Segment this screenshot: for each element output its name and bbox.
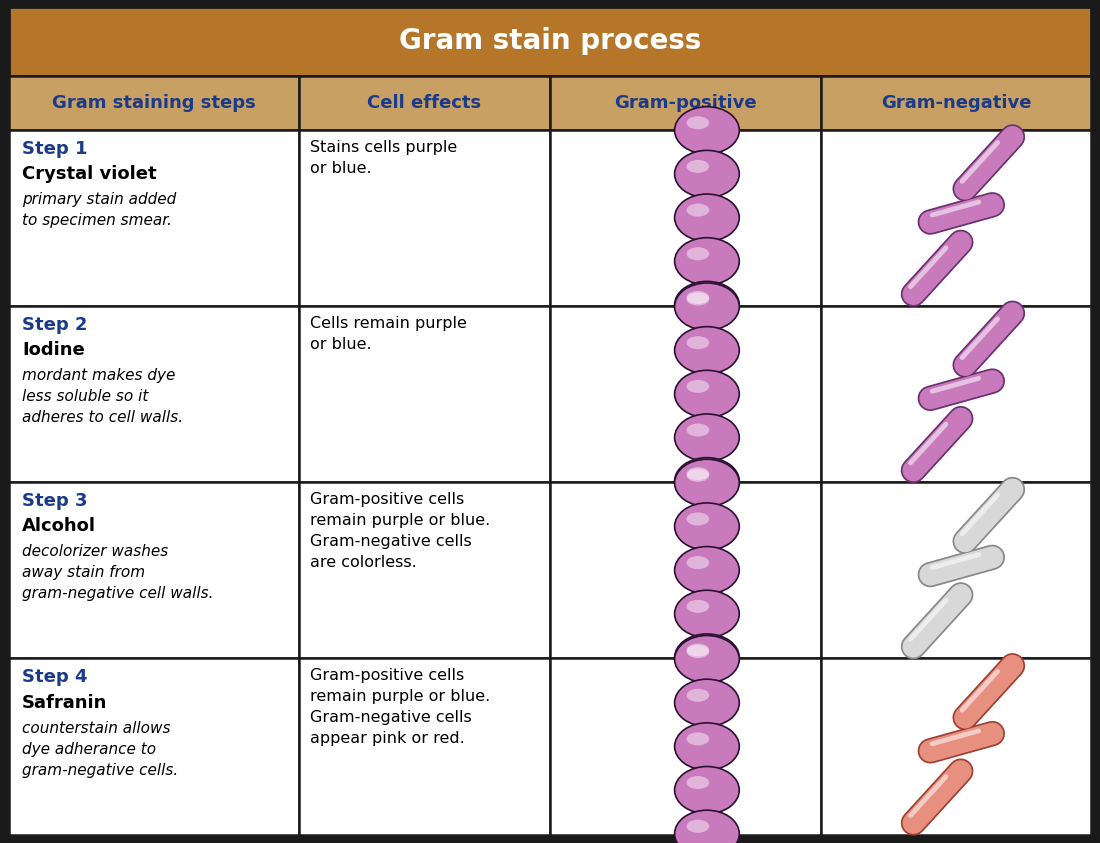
Ellipse shape <box>686 776 710 789</box>
Ellipse shape <box>674 150 739 197</box>
Text: Stains cells purple
or blue.: Stains cells purple or blue. <box>310 140 458 175</box>
Ellipse shape <box>686 819 710 833</box>
Text: Iodine: Iodine <box>22 341 85 359</box>
FancyBboxPatch shape <box>550 658 821 835</box>
Ellipse shape <box>686 204 710 217</box>
Text: Cells remain purple
or blue.: Cells remain purple or blue. <box>310 316 466 352</box>
Ellipse shape <box>674 458 739 505</box>
FancyBboxPatch shape <box>299 76 550 130</box>
Ellipse shape <box>674 810 739 843</box>
Text: Gram-positive cells
remain purple or blue.
Gram-negative cells
appear pink or re: Gram-positive cells remain purple or blu… <box>310 668 491 746</box>
FancyBboxPatch shape <box>821 76 1091 130</box>
Text: decolorizer washes
away stain from
gram-negative cell walls.: decolorizer washes away stain from gram-… <box>22 545 213 601</box>
FancyBboxPatch shape <box>550 76 821 130</box>
Text: mordant makes dye
less soluble so it
adheres to cell walls.: mordant makes dye less soluble so it adh… <box>22 368 183 425</box>
Ellipse shape <box>686 645 710 658</box>
Text: Gram-negative: Gram-negative <box>881 94 1031 111</box>
FancyBboxPatch shape <box>821 482 1091 658</box>
Ellipse shape <box>686 380 710 393</box>
Ellipse shape <box>674 766 739 813</box>
FancyBboxPatch shape <box>821 306 1091 482</box>
Text: Crystal violet: Crystal violet <box>22 165 156 183</box>
Ellipse shape <box>674 636 739 683</box>
FancyBboxPatch shape <box>550 130 821 306</box>
Ellipse shape <box>686 467 710 481</box>
Ellipse shape <box>674 679 739 727</box>
FancyBboxPatch shape <box>299 658 550 835</box>
Ellipse shape <box>686 160 710 173</box>
FancyBboxPatch shape <box>821 658 1091 835</box>
FancyBboxPatch shape <box>9 7 1091 76</box>
Text: Gram-positive: Gram-positive <box>614 94 757 111</box>
Ellipse shape <box>686 291 710 304</box>
Ellipse shape <box>674 634 739 681</box>
Ellipse shape <box>674 414 739 461</box>
Text: Gram-positive cells
remain purple or blue.
Gram-negative cells
are colorless.: Gram-positive cells remain purple or blu… <box>310 492 491 570</box>
Ellipse shape <box>674 722 739 770</box>
Ellipse shape <box>674 238 739 285</box>
Ellipse shape <box>674 107 739 154</box>
Ellipse shape <box>674 590 739 637</box>
FancyBboxPatch shape <box>550 482 821 658</box>
Ellipse shape <box>686 116 710 129</box>
Text: Step 2: Step 2 <box>22 316 88 334</box>
FancyBboxPatch shape <box>299 482 550 658</box>
Ellipse shape <box>686 247 710 260</box>
FancyBboxPatch shape <box>9 306 299 482</box>
Ellipse shape <box>674 459 739 507</box>
Text: counterstain allows
dye adherance to
gram-negative cells.: counterstain allows dye adherance to gra… <box>22 721 178 778</box>
Ellipse shape <box>674 283 739 330</box>
Ellipse shape <box>686 513 710 525</box>
Text: primary stain added
to specimen smear.: primary stain added to specimen smear. <box>22 192 176 228</box>
Ellipse shape <box>674 546 739 593</box>
Text: Safranin: Safranin <box>22 694 108 711</box>
FancyBboxPatch shape <box>9 76 299 130</box>
Text: Step 1: Step 1 <box>22 140 88 158</box>
FancyBboxPatch shape <box>299 306 550 482</box>
FancyBboxPatch shape <box>9 130 299 306</box>
FancyBboxPatch shape <box>821 130 1091 306</box>
Ellipse shape <box>674 194 739 241</box>
Ellipse shape <box>686 689 710 701</box>
Text: Step 4: Step 4 <box>22 668 88 686</box>
Ellipse shape <box>686 293 710 305</box>
Ellipse shape <box>686 336 710 349</box>
Ellipse shape <box>674 503 739 550</box>
Text: Gram stain process: Gram stain process <box>399 27 701 55</box>
Ellipse shape <box>686 423 710 437</box>
Ellipse shape <box>674 326 739 373</box>
Ellipse shape <box>686 556 710 569</box>
FancyBboxPatch shape <box>9 658 299 835</box>
Text: Cell effects: Cell effects <box>367 94 482 111</box>
Text: Alcohol: Alcohol <box>22 518 96 535</box>
Text: Gram staining steps: Gram staining steps <box>52 94 255 111</box>
FancyBboxPatch shape <box>9 482 299 658</box>
Ellipse shape <box>686 600 710 613</box>
Ellipse shape <box>686 733 710 745</box>
FancyBboxPatch shape <box>550 306 821 482</box>
Ellipse shape <box>686 469 710 482</box>
Ellipse shape <box>686 643 710 657</box>
FancyBboxPatch shape <box>299 130 550 306</box>
Ellipse shape <box>674 282 739 329</box>
Text: Step 3: Step 3 <box>22 492 88 510</box>
Ellipse shape <box>674 370 739 417</box>
